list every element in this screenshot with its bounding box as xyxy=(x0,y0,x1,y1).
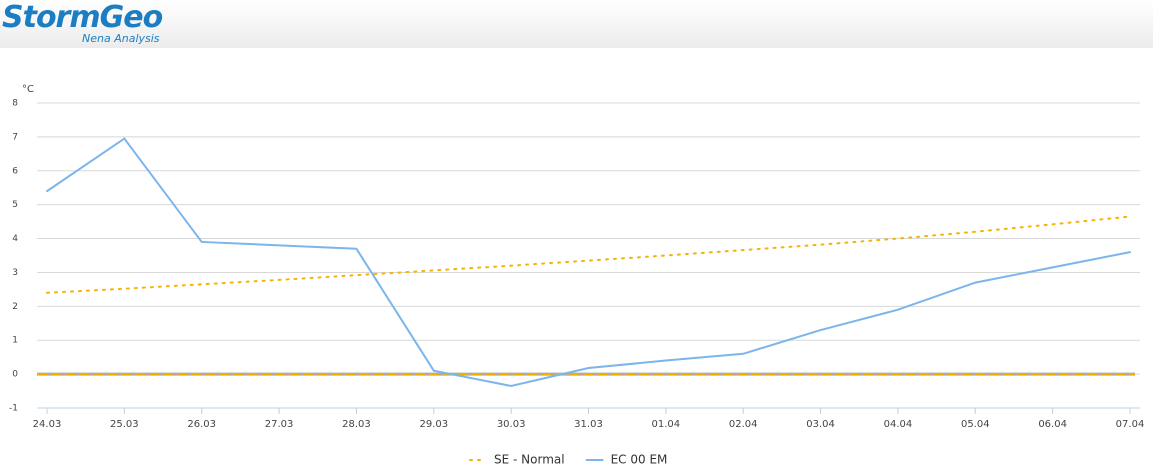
x-tick-label: 31.03 xyxy=(574,419,603,430)
y-tick-label: 5 xyxy=(12,200,18,210)
x-tick-label: 29.03 xyxy=(419,419,448,430)
y-tick-label: 6 xyxy=(12,166,18,176)
x-tick-label: 04.04 xyxy=(884,419,913,430)
x-tick-label: 01.04 xyxy=(652,419,681,430)
logo-subtitle: Nena Analysis xyxy=(82,32,160,45)
x-tick-label: 24.03 xyxy=(33,419,62,430)
series-line xyxy=(46,137,1131,387)
x-tick-label: 25.03 xyxy=(110,419,139,430)
header: StormGeo Nena Analysis xyxy=(0,0,1153,48)
series-line xyxy=(46,215,1131,294)
legend-label: SE - Normal xyxy=(494,453,565,467)
x-tick-label: 27.03 xyxy=(265,419,294,430)
x-tick-label: 30.03 xyxy=(497,419,526,430)
y-tick-label: 3 xyxy=(12,268,18,278)
y-tick-label: -1 xyxy=(9,404,18,414)
x-tick-label: 26.03 xyxy=(187,419,216,430)
y-tick-label: 1 xyxy=(12,336,18,346)
x-tick-label: 28.03 xyxy=(342,419,371,430)
y-tick-label: 2 xyxy=(12,302,18,312)
logo: StormGeo xyxy=(2,0,163,35)
y-tick-label: 8 xyxy=(12,99,18,109)
y-tick-label: 7 xyxy=(12,132,18,142)
y-axis-label: °C xyxy=(22,84,34,95)
x-tick-label: 03.04 xyxy=(806,419,835,430)
legend-label: EC 00 EM xyxy=(611,453,668,467)
x-tick-label: 07.04 xyxy=(1116,419,1145,430)
y-tick-label: 0 xyxy=(12,370,18,380)
x-tick-label: 06.04 xyxy=(1038,419,1067,430)
x-tick-label: 02.04 xyxy=(729,419,758,430)
y-tick-label: 4 xyxy=(12,234,18,244)
x-tick-label: 05.04 xyxy=(961,419,990,430)
